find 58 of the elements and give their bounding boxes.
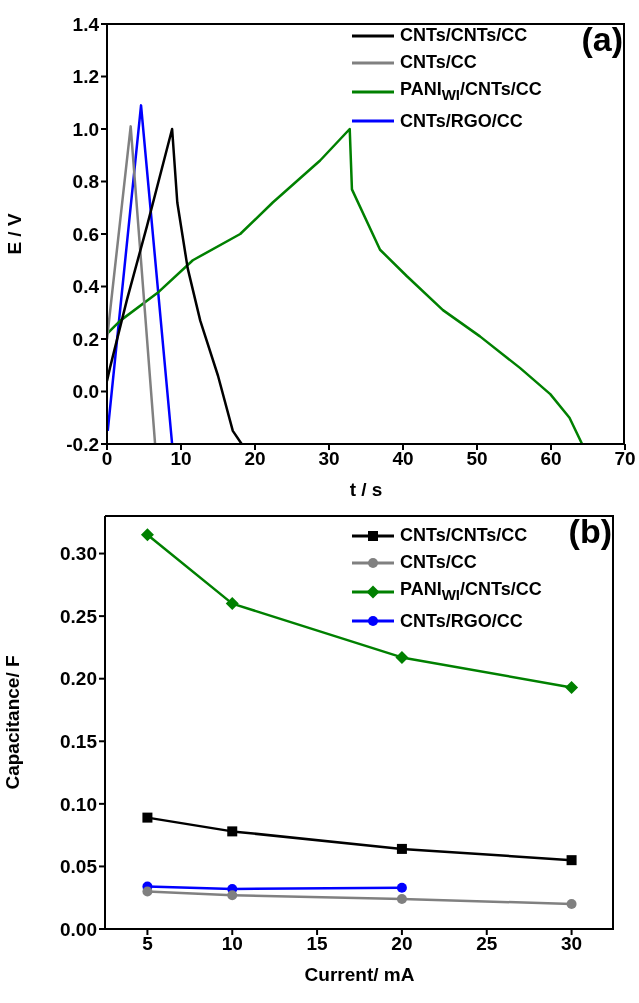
y-tick-label: -0.2: [66, 433, 99, 455]
y-tick-label: 1.0: [72, 118, 99, 140]
point: [566, 898, 577, 909]
x-tick-label: 10: [170, 448, 192, 470]
point: [140, 528, 154, 542]
point: [396, 882, 407, 893]
legend-label: CNTs/CC: [400, 51, 477, 74]
x-tick-label: 30: [561, 933, 583, 955]
annotation: (a): [581, 20, 623, 59]
point: [227, 890, 238, 901]
x-tick-label: 30: [318, 448, 340, 470]
x-tick-label: 15: [306, 933, 329, 955]
x-tick-label: 10: [221, 933, 243, 955]
y-tick-label: 0.05: [60, 856, 98, 878]
legend-label: CNTs/CNTs/CC: [400, 524, 528, 547]
x-tick-label: 70: [614, 448, 636, 470]
legend-label: PANI$_{WI}$/CNTs/CC: [400, 578, 542, 605]
point: [565, 680, 579, 694]
y-tick-label: 0.8: [72, 171, 99, 193]
legend-label: CNTs/CC: [400, 551, 477, 574]
y-tick-label: 0.30: [60, 543, 97, 565]
y-axis-title: E / V: [3, 213, 25, 255]
point: [396, 893, 407, 904]
annotation: (b): [568, 512, 612, 551]
x-tick-label: 20: [244, 448, 266, 470]
y-tick-label: 0.4: [72, 276, 100, 298]
x-tick-label: 20: [391, 933, 413, 955]
point: [142, 812, 153, 823]
point: [395, 650, 409, 664]
line-series: [107, 127, 584, 444]
legend-label: CNTs/RGO/CC: [400, 109, 523, 133]
y-tick-label: 1.4: [72, 13, 100, 35]
x-tick-label: 5: [142, 933, 154, 955]
legend-label: CNTs/CNTs/CC: [400, 24, 528, 47]
y-tick-label: 1.2: [72, 66, 99, 88]
x-tick-label: 0: [101, 448, 113, 470]
y-tick-label: 0.15: [60, 731, 98, 753]
y-tick-label: 0.20: [60, 668, 97, 690]
point: [396, 843, 407, 854]
y-axis-title: Capacitance/ F: [1, 655, 23, 790]
legend-label: PANI$_{WI}$/CNTs/CC: [400, 78, 542, 105]
x-axis-title: Current/ mA: [304, 964, 415, 985]
y-tick-label: 0.6: [72, 223, 99, 245]
x-tick-label: 60: [540, 448, 562, 470]
point: [225, 597, 239, 611]
y-tick-label: 0.10: [60, 793, 97, 815]
y-tick-label: 0.00: [60, 918, 97, 940]
y-tick-label: 0.25: [60, 605, 98, 627]
y-tick-label: 0.0: [72, 381, 99, 403]
x-axis-title: t / s: [349, 479, 383, 500]
x-tick-label: 50: [466, 448, 488, 470]
x-tick-label: 25: [476, 933, 498, 955]
y-tick-label: 0.2: [72, 328, 99, 350]
point: [142, 886, 153, 897]
x-tick-label: 40: [392, 448, 414, 470]
point: [227, 826, 238, 837]
legend-label: CNTs/RGO/CC: [400, 609, 523, 633]
point: [566, 855, 577, 866]
